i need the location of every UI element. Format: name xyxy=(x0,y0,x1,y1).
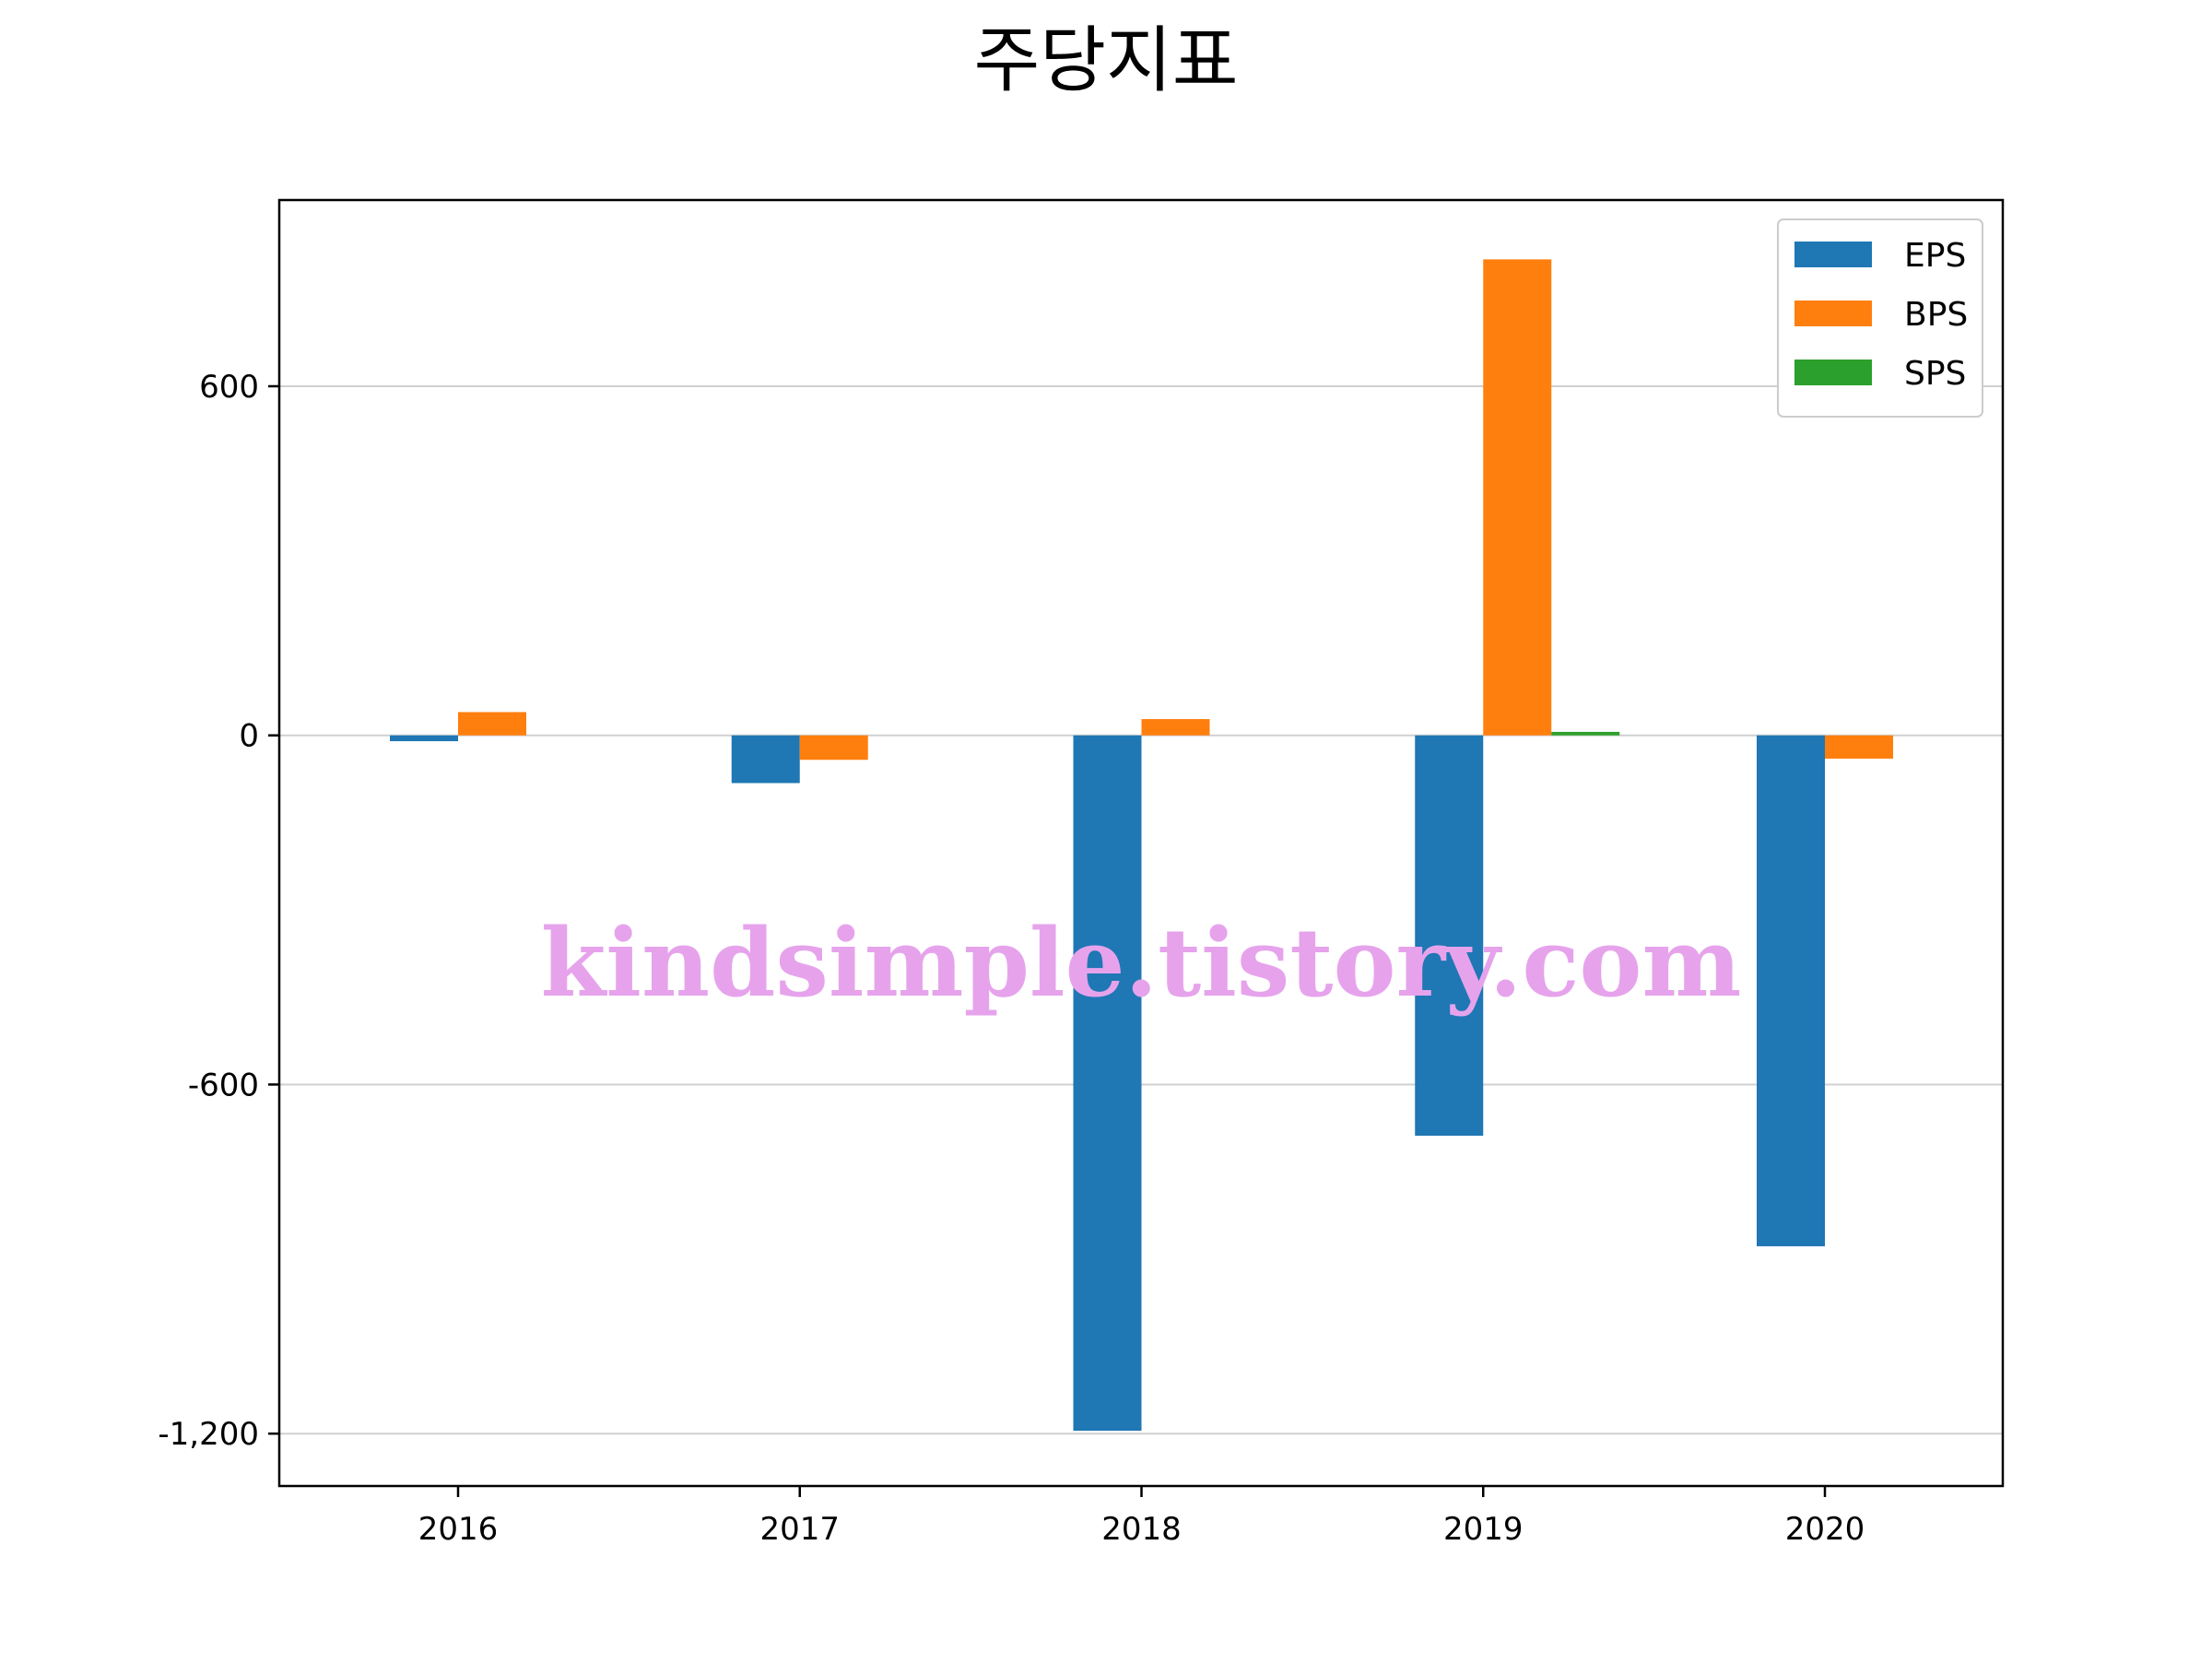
bar-bps-2016 xyxy=(458,712,526,736)
bar-bps-2020 xyxy=(1825,735,1893,759)
legend-label-bps: BPS xyxy=(1904,296,1968,334)
bar-bps-2017 xyxy=(799,735,868,761)
legend-swatch-eps xyxy=(1794,242,1872,267)
bar-eps-2017 xyxy=(731,735,800,784)
bar-sps-2019 xyxy=(1551,731,1620,736)
x-tick-label: 2016 xyxy=(418,1511,499,1548)
bar-eps-2018 xyxy=(1073,735,1142,1432)
bar-eps-2016 xyxy=(390,735,458,742)
bar-eps-2020 xyxy=(1757,735,1825,1246)
bar-bps-2019 xyxy=(1483,259,1552,736)
legend-swatch-bps xyxy=(1794,301,1872,326)
bar-bps-2018 xyxy=(1141,719,1210,736)
y-tick-label: 0 xyxy=(239,718,259,755)
y-tick-label: 600 xyxy=(199,369,259,406)
x-tick-label: 2020 xyxy=(1785,1511,1865,1548)
x-tick-label: 2019 xyxy=(1443,1511,1524,1548)
x-tick-label: 2018 xyxy=(1101,1511,1182,1548)
watermark-text: kindsimple.tistory.com xyxy=(541,908,1742,1019)
legend-label-sps: SPS xyxy=(1904,355,1966,393)
bar-eps-2019 xyxy=(1415,735,1484,1137)
bars xyxy=(390,259,1893,1432)
legend: EPS BPS SPS xyxy=(1777,218,1983,418)
x-tick-label: 2017 xyxy=(759,1511,840,1548)
chart-title: 주당지표 xyxy=(973,19,1238,102)
y-tick-label: -600 xyxy=(188,1067,259,1103)
legend-label-eps: EPS xyxy=(1904,237,1966,275)
y-axis: 600 0 -600 -1,200 xyxy=(158,369,279,1453)
y-tick-label: -1,200 xyxy=(158,1416,259,1453)
legend-swatch-sps xyxy=(1794,360,1872,385)
x-axis: 2016 2017 2018 2019 2020 xyxy=(418,1486,1865,1548)
